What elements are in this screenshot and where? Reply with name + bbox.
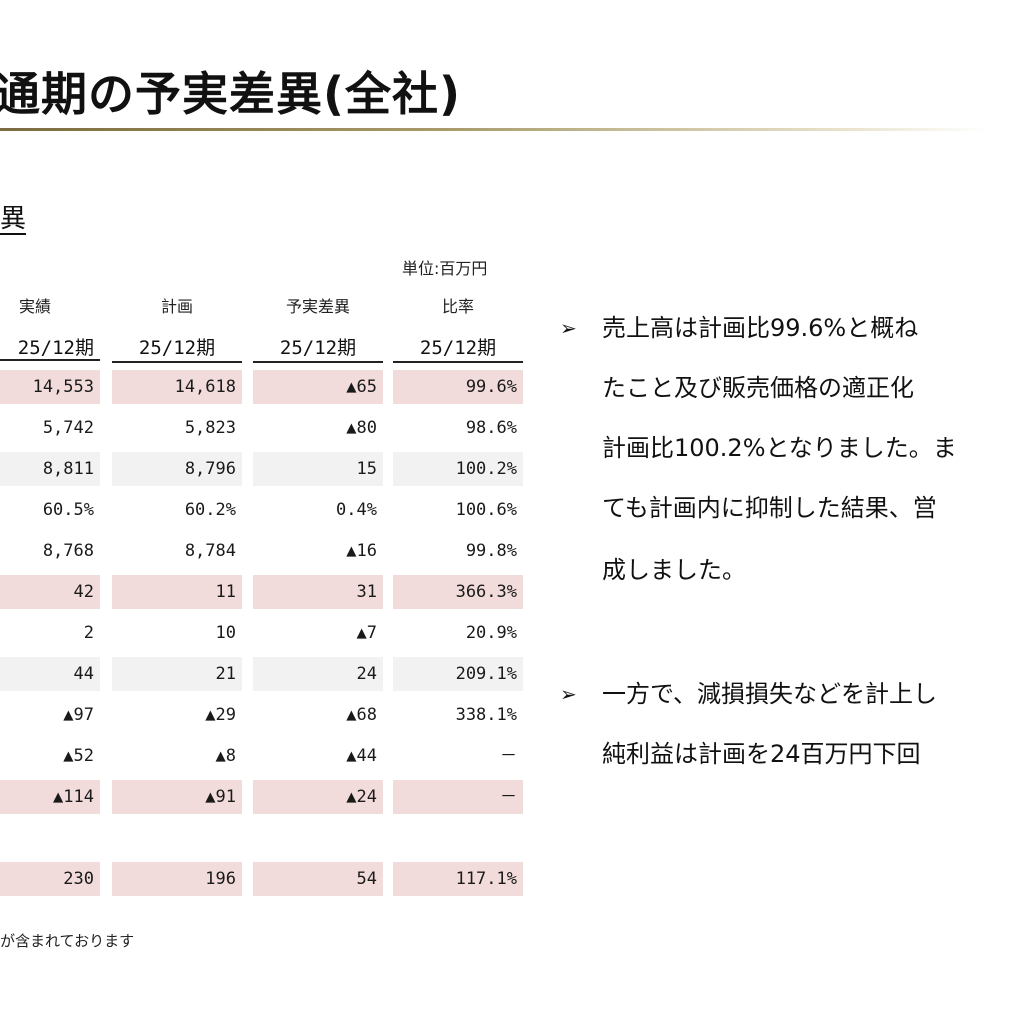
table-cell-plan: 60.2%: [184, 500, 236, 520]
table-cell-actual: 230: [0, 862, 100, 896]
column-period-ratio: 25/12期: [393, 333, 523, 363]
table-cell-plan: 21: [112, 657, 242, 691]
table-cell-variance: ▲16: [346, 541, 377, 561]
table-cell-actual: 42: [0, 575, 100, 609]
table-cell-actual: 8,811: [0, 452, 100, 486]
table-cell-actual: 8,768: [42, 541, 94, 561]
bullet-1-line-3: 計画比100.2%となりました。ま: [602, 434, 957, 462]
column-label-ratio: 比率: [441, 297, 474, 316]
table-cell-ratio: －: [393, 780, 523, 814]
table-cell-variance: ▲44: [346, 746, 377, 766]
unit-label: 単位:百万円: [402, 259, 488, 278]
table-cell-variance: ▲7: [356, 623, 377, 643]
table-cell-ratio: 20.9%: [465, 623, 517, 643]
table-cell-variance: ▲68: [346, 705, 377, 725]
table-cell-variance: ▲65: [253, 370, 383, 404]
table-cell-variance: 15: [253, 452, 383, 486]
table-cell-plan: 8,796: [112, 452, 242, 486]
table-cell-actual: ▲97: [63, 705, 94, 725]
table-cell-plan: 11: [112, 575, 242, 609]
table-cell-plan: ▲8: [215, 746, 236, 766]
table-cell-ratio: 338.1%: [455, 705, 517, 725]
section-heading: 異: [0, 204, 27, 234]
table-cell-variance: 31: [253, 575, 383, 609]
table-cell-actual: ▲114: [0, 780, 100, 814]
table-cell-variance: 0.4%: [336, 500, 377, 520]
bullet-arrow-icon: ➢: [560, 682, 577, 706]
page-title: 通期の予実差異(全社): [0, 67, 462, 121]
column-period-actual: 25/12期: [0, 333, 100, 361]
column-period-plan: 25/12期: [112, 333, 242, 363]
table-cell-ratio: 99.8%: [465, 541, 517, 561]
table-cell-plan: 14,618: [112, 370, 242, 404]
footnote: が含まれております: [0, 932, 135, 950]
table-cell-ratio: 366.3%: [393, 575, 523, 609]
table-cell-ratio: 117.1%: [393, 862, 523, 896]
bullet-2-line-2: 純利益は計画を24百万円下回: [602, 740, 921, 768]
bullet-1-line-1: 売上高は計画比99.6%と概ね: [602, 314, 919, 342]
bullet-arrow-icon: ➢: [560, 316, 577, 340]
table-cell-ratio: 100.6%: [455, 500, 517, 520]
table-cell-plan: 8,784: [184, 541, 236, 561]
table-cell-variance: ▲24: [253, 780, 383, 814]
table-cell-plan: 10: [215, 623, 236, 643]
table-cell-variance: 54: [253, 862, 383, 896]
table-cell-ratio: 100.2%: [393, 452, 523, 486]
column-period-variance: 25/12期: [253, 333, 383, 363]
table-cell-actual: 5,742: [42, 418, 94, 438]
bullet-1-line-5: 成しました。: [602, 556, 746, 584]
table-cell-actual: ▲52: [63, 746, 94, 766]
table-cell-actual: 2: [83, 623, 94, 643]
table-cell-plan: 5,823: [184, 418, 236, 438]
bullet-2-line-1: 一方で、減損損失などを計上し: [602, 680, 938, 708]
column-label-variance: 予実差異: [285, 297, 350, 316]
table-cell-ratio: －: [500, 746, 517, 766]
table-cell-ratio: 99.6%: [393, 370, 523, 404]
column-label-actual: 実績: [18, 297, 51, 316]
table-cell-actual: 14,553: [0, 370, 100, 404]
table-cell-plan: 196: [112, 862, 242, 896]
table-cell-variance: ▲80: [346, 418, 377, 438]
table-cell-ratio: 209.1%: [393, 657, 523, 691]
table-cell-ratio: 98.6%: [465, 418, 517, 438]
bullet-1-line-4: ても計画内に抑制した結果、営: [602, 494, 937, 522]
table-cell-plan: ▲29: [205, 705, 236, 725]
table-cell-actual: 60.5%: [42, 500, 94, 520]
table-cell-plan: ▲91: [112, 780, 242, 814]
table-cell-variance: 24: [253, 657, 383, 691]
bullet-1-line-2: たこと及び販売価格の適正化: [602, 374, 914, 402]
title-divider: [0, 128, 990, 131]
column-label-plan: 計画: [160, 297, 193, 316]
table-cell-actual: 44: [0, 657, 100, 691]
